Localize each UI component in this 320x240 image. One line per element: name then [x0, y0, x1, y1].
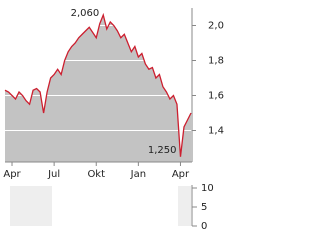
y-tick-label: 2,0 [208, 21, 224, 32]
x-tick-label: Okt [87, 169, 105, 180]
price-line [4, 12, 192, 157]
x-tick-label: Apr [3, 169, 21, 180]
x-tick-label: Apr [172, 169, 190, 180]
chart: 1,4 1,6 1,8 2,0 Apr Jul Okt Jan Apr 2,060 1,250 0 5 1… [3, 8, 224, 232]
area-fill [5, 15, 191, 162]
y-tick-label: 1,8 [208, 56, 224, 67]
shaded-period [178, 186, 191, 226]
x-tick-label: Jan [130, 169, 146, 180]
y-tick-label: 0 [201, 221, 207, 232]
shaded-period [10, 186, 52, 226]
y-tick-label: 10 [201, 183, 214, 194]
y-tick-label: 5 [201, 202, 207, 213]
x-tick-label: Jul [47, 169, 60, 180]
annotation: 1,250 [148, 145, 177, 156]
y-tick-label: 1,4 [208, 126, 224, 137]
y-tick-label: 1,6 [208, 91, 224, 102]
annotation: 2,060 [71, 8, 100, 19]
